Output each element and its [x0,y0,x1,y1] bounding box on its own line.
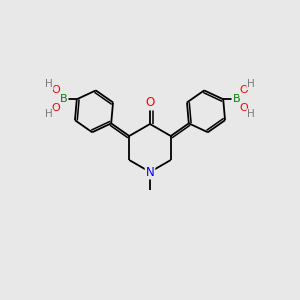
Text: H: H [45,79,53,89]
Text: O: O [51,85,60,95]
Text: O: O [240,85,249,95]
Text: O: O [240,103,249,113]
Text: H: H [247,109,255,119]
Text: N: N [146,166,154,178]
Text: B: B [60,94,68,104]
Text: O: O [51,103,60,113]
Text: B: B [232,94,240,104]
Text: O: O [146,97,154,110]
Text: H: H [45,109,53,119]
Text: H: H [247,79,255,89]
